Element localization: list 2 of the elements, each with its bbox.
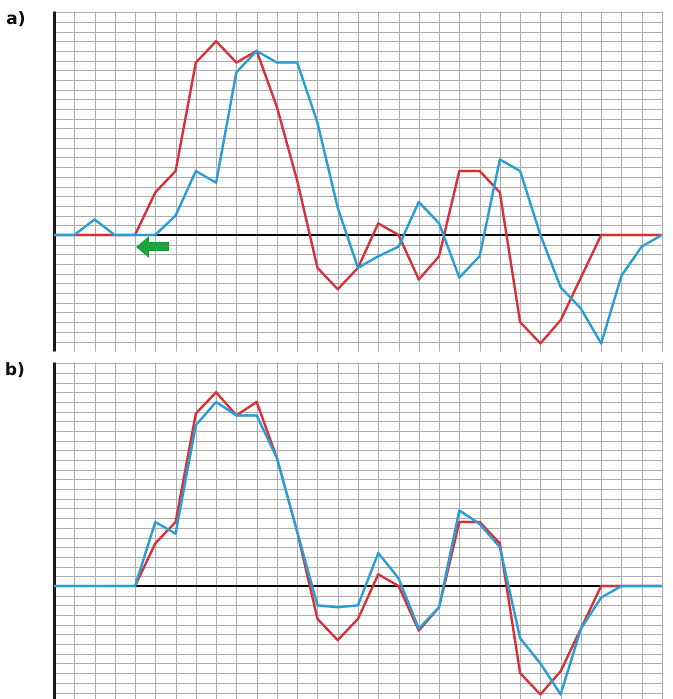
chart-title: a) <box>6 9 26 29</box>
chart-title: b) <box>4 360 25 380</box>
